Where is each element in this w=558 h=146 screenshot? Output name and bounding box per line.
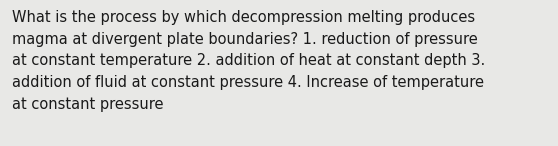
Text: What is the process by which decompression melting produces
magma at divergent p: What is the process by which decompressi…	[12, 10, 485, 112]
